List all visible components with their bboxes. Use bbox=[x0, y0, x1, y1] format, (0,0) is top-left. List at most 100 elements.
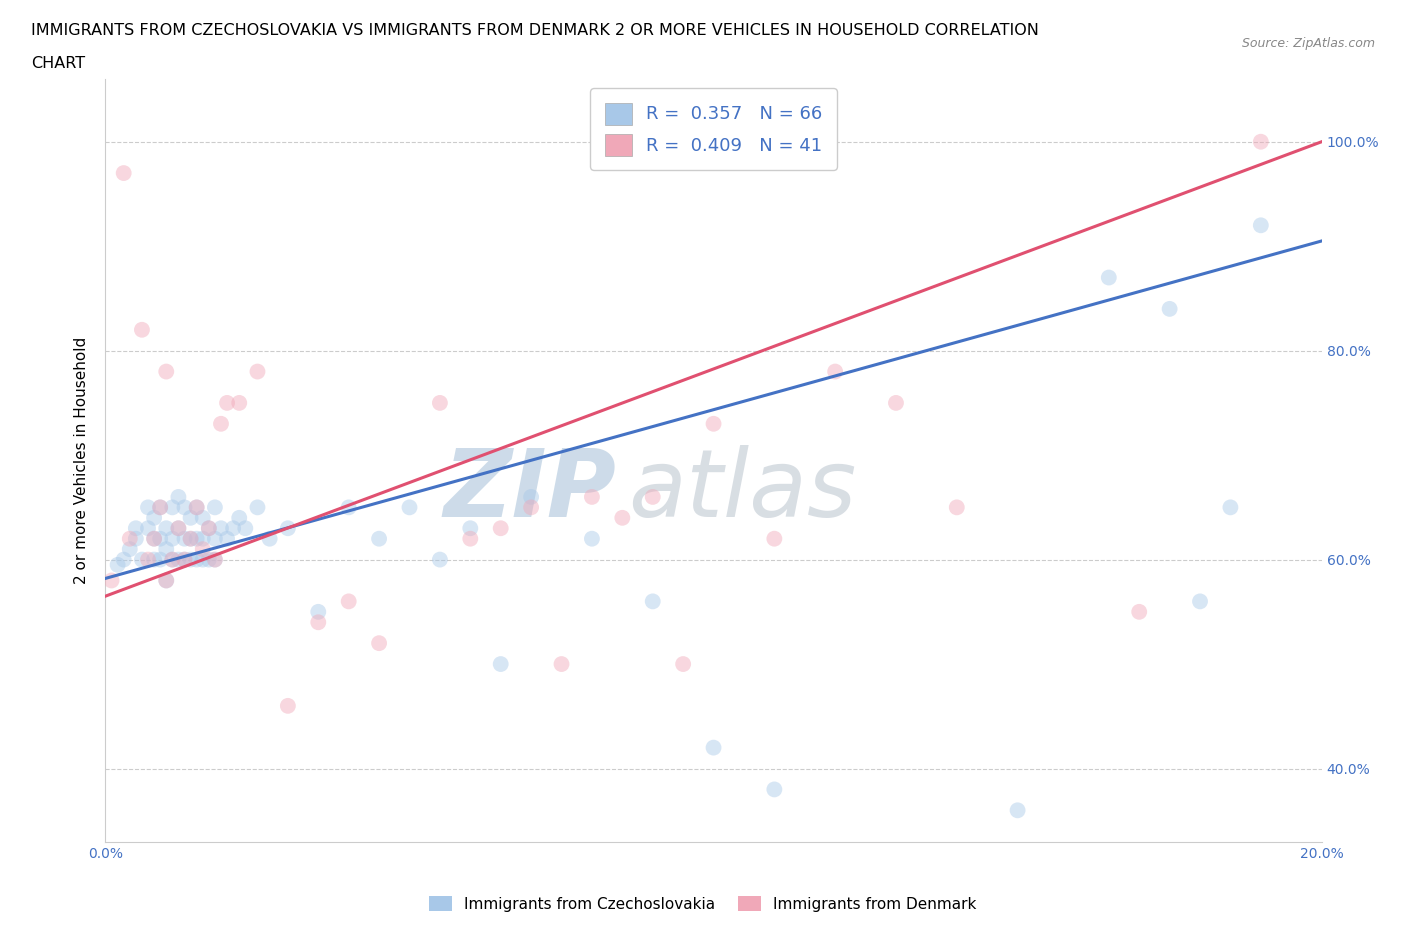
Point bbox=[155, 521, 177, 536]
Point bbox=[180, 511, 202, 525]
Point bbox=[222, 521, 245, 536]
Point bbox=[100, 573, 122, 588]
Point bbox=[1007, 803, 1029, 817]
Point bbox=[143, 531, 166, 546]
Point bbox=[191, 531, 214, 546]
Text: Source: ZipAtlas.com: Source: ZipAtlas.com bbox=[1241, 37, 1375, 50]
Text: ZIP: ZIP bbox=[443, 445, 616, 537]
Point bbox=[228, 511, 250, 525]
Point bbox=[198, 521, 221, 536]
Point bbox=[186, 552, 208, 567]
Point bbox=[186, 500, 208, 515]
Point bbox=[173, 552, 195, 567]
Point bbox=[162, 552, 184, 567]
Point bbox=[112, 166, 135, 180]
Point bbox=[118, 531, 141, 546]
Point bbox=[173, 552, 195, 567]
Point bbox=[173, 500, 195, 515]
Point bbox=[763, 531, 786, 546]
Point bbox=[173, 531, 195, 546]
Point bbox=[125, 531, 148, 546]
Point bbox=[162, 531, 184, 546]
Point bbox=[259, 531, 281, 546]
Point bbox=[337, 500, 360, 515]
Point bbox=[228, 395, 250, 410]
Point bbox=[112, 552, 135, 567]
Point bbox=[149, 531, 172, 546]
Point bbox=[458, 531, 481, 546]
Legend: R =  0.357   N = 66, R =  0.409   N = 41: R = 0.357 N = 66, R = 0.409 N = 41 bbox=[591, 88, 837, 170]
Y-axis label: 2 or more Vehicles in Household: 2 or more Vehicles in Household bbox=[75, 337, 90, 584]
Point bbox=[277, 698, 299, 713]
Point bbox=[217, 531, 239, 546]
Point bbox=[217, 395, 239, 410]
Point bbox=[191, 552, 214, 567]
Point bbox=[884, 395, 907, 410]
Point bbox=[167, 552, 190, 567]
Point bbox=[307, 604, 329, 619]
Point bbox=[550, 657, 572, 671]
Point bbox=[1098, 270, 1121, 285]
Point bbox=[581, 531, 603, 546]
Point bbox=[149, 500, 172, 515]
Point bbox=[1250, 218, 1272, 232]
Point bbox=[337, 594, 360, 609]
Point bbox=[672, 657, 695, 671]
Point bbox=[1250, 134, 1272, 149]
Point bbox=[191, 511, 214, 525]
Point bbox=[155, 573, 177, 588]
Point bbox=[246, 500, 269, 515]
Point bbox=[118, 541, 141, 556]
Text: CHART: CHART bbox=[31, 56, 84, 71]
Point bbox=[641, 489, 664, 504]
Point bbox=[131, 552, 153, 567]
Point bbox=[209, 521, 232, 536]
Point bbox=[107, 557, 129, 572]
Point bbox=[307, 615, 329, 630]
Point bbox=[204, 552, 226, 567]
Point bbox=[167, 521, 190, 536]
Point bbox=[143, 511, 166, 525]
Point bbox=[180, 552, 202, 567]
Point bbox=[246, 365, 269, 379]
Point bbox=[1219, 500, 1241, 515]
Point bbox=[143, 552, 166, 567]
Point bbox=[763, 782, 786, 797]
Point bbox=[209, 417, 232, 432]
Point bbox=[824, 365, 846, 379]
Point bbox=[136, 552, 159, 567]
Point bbox=[143, 531, 166, 546]
Text: IMMIGRANTS FROM CZECHOSLOVAKIA VS IMMIGRANTS FROM DENMARK 2 OR MORE VEHICLES IN : IMMIGRANTS FROM CZECHOSLOVAKIA VS IMMIGR… bbox=[31, 23, 1039, 38]
Point bbox=[489, 657, 512, 671]
Point bbox=[702, 740, 725, 755]
Point bbox=[149, 500, 172, 515]
Point bbox=[520, 489, 543, 504]
Point bbox=[581, 489, 603, 504]
Point bbox=[136, 521, 159, 536]
Point bbox=[186, 500, 208, 515]
Point bbox=[520, 500, 543, 515]
Point bbox=[1159, 301, 1181, 316]
Point bbox=[458, 521, 481, 536]
Point bbox=[641, 594, 664, 609]
Point bbox=[1128, 604, 1150, 619]
Point bbox=[368, 636, 391, 651]
Point bbox=[204, 552, 226, 567]
Point bbox=[191, 541, 214, 556]
Point bbox=[155, 573, 177, 588]
Point bbox=[125, 521, 148, 536]
Point bbox=[167, 489, 190, 504]
Point bbox=[180, 531, 202, 546]
Point bbox=[945, 500, 967, 515]
Point bbox=[702, 417, 725, 432]
Point bbox=[489, 521, 512, 536]
Point bbox=[167, 521, 190, 536]
Point bbox=[1188, 594, 1211, 609]
Point bbox=[136, 500, 159, 515]
Legend: Immigrants from Czechoslovakia, Immigrants from Denmark: Immigrants from Czechoslovakia, Immigran… bbox=[423, 889, 983, 918]
Point bbox=[198, 521, 221, 536]
Point bbox=[204, 531, 226, 546]
Point bbox=[204, 500, 226, 515]
Point bbox=[429, 395, 451, 410]
Point bbox=[429, 552, 451, 567]
